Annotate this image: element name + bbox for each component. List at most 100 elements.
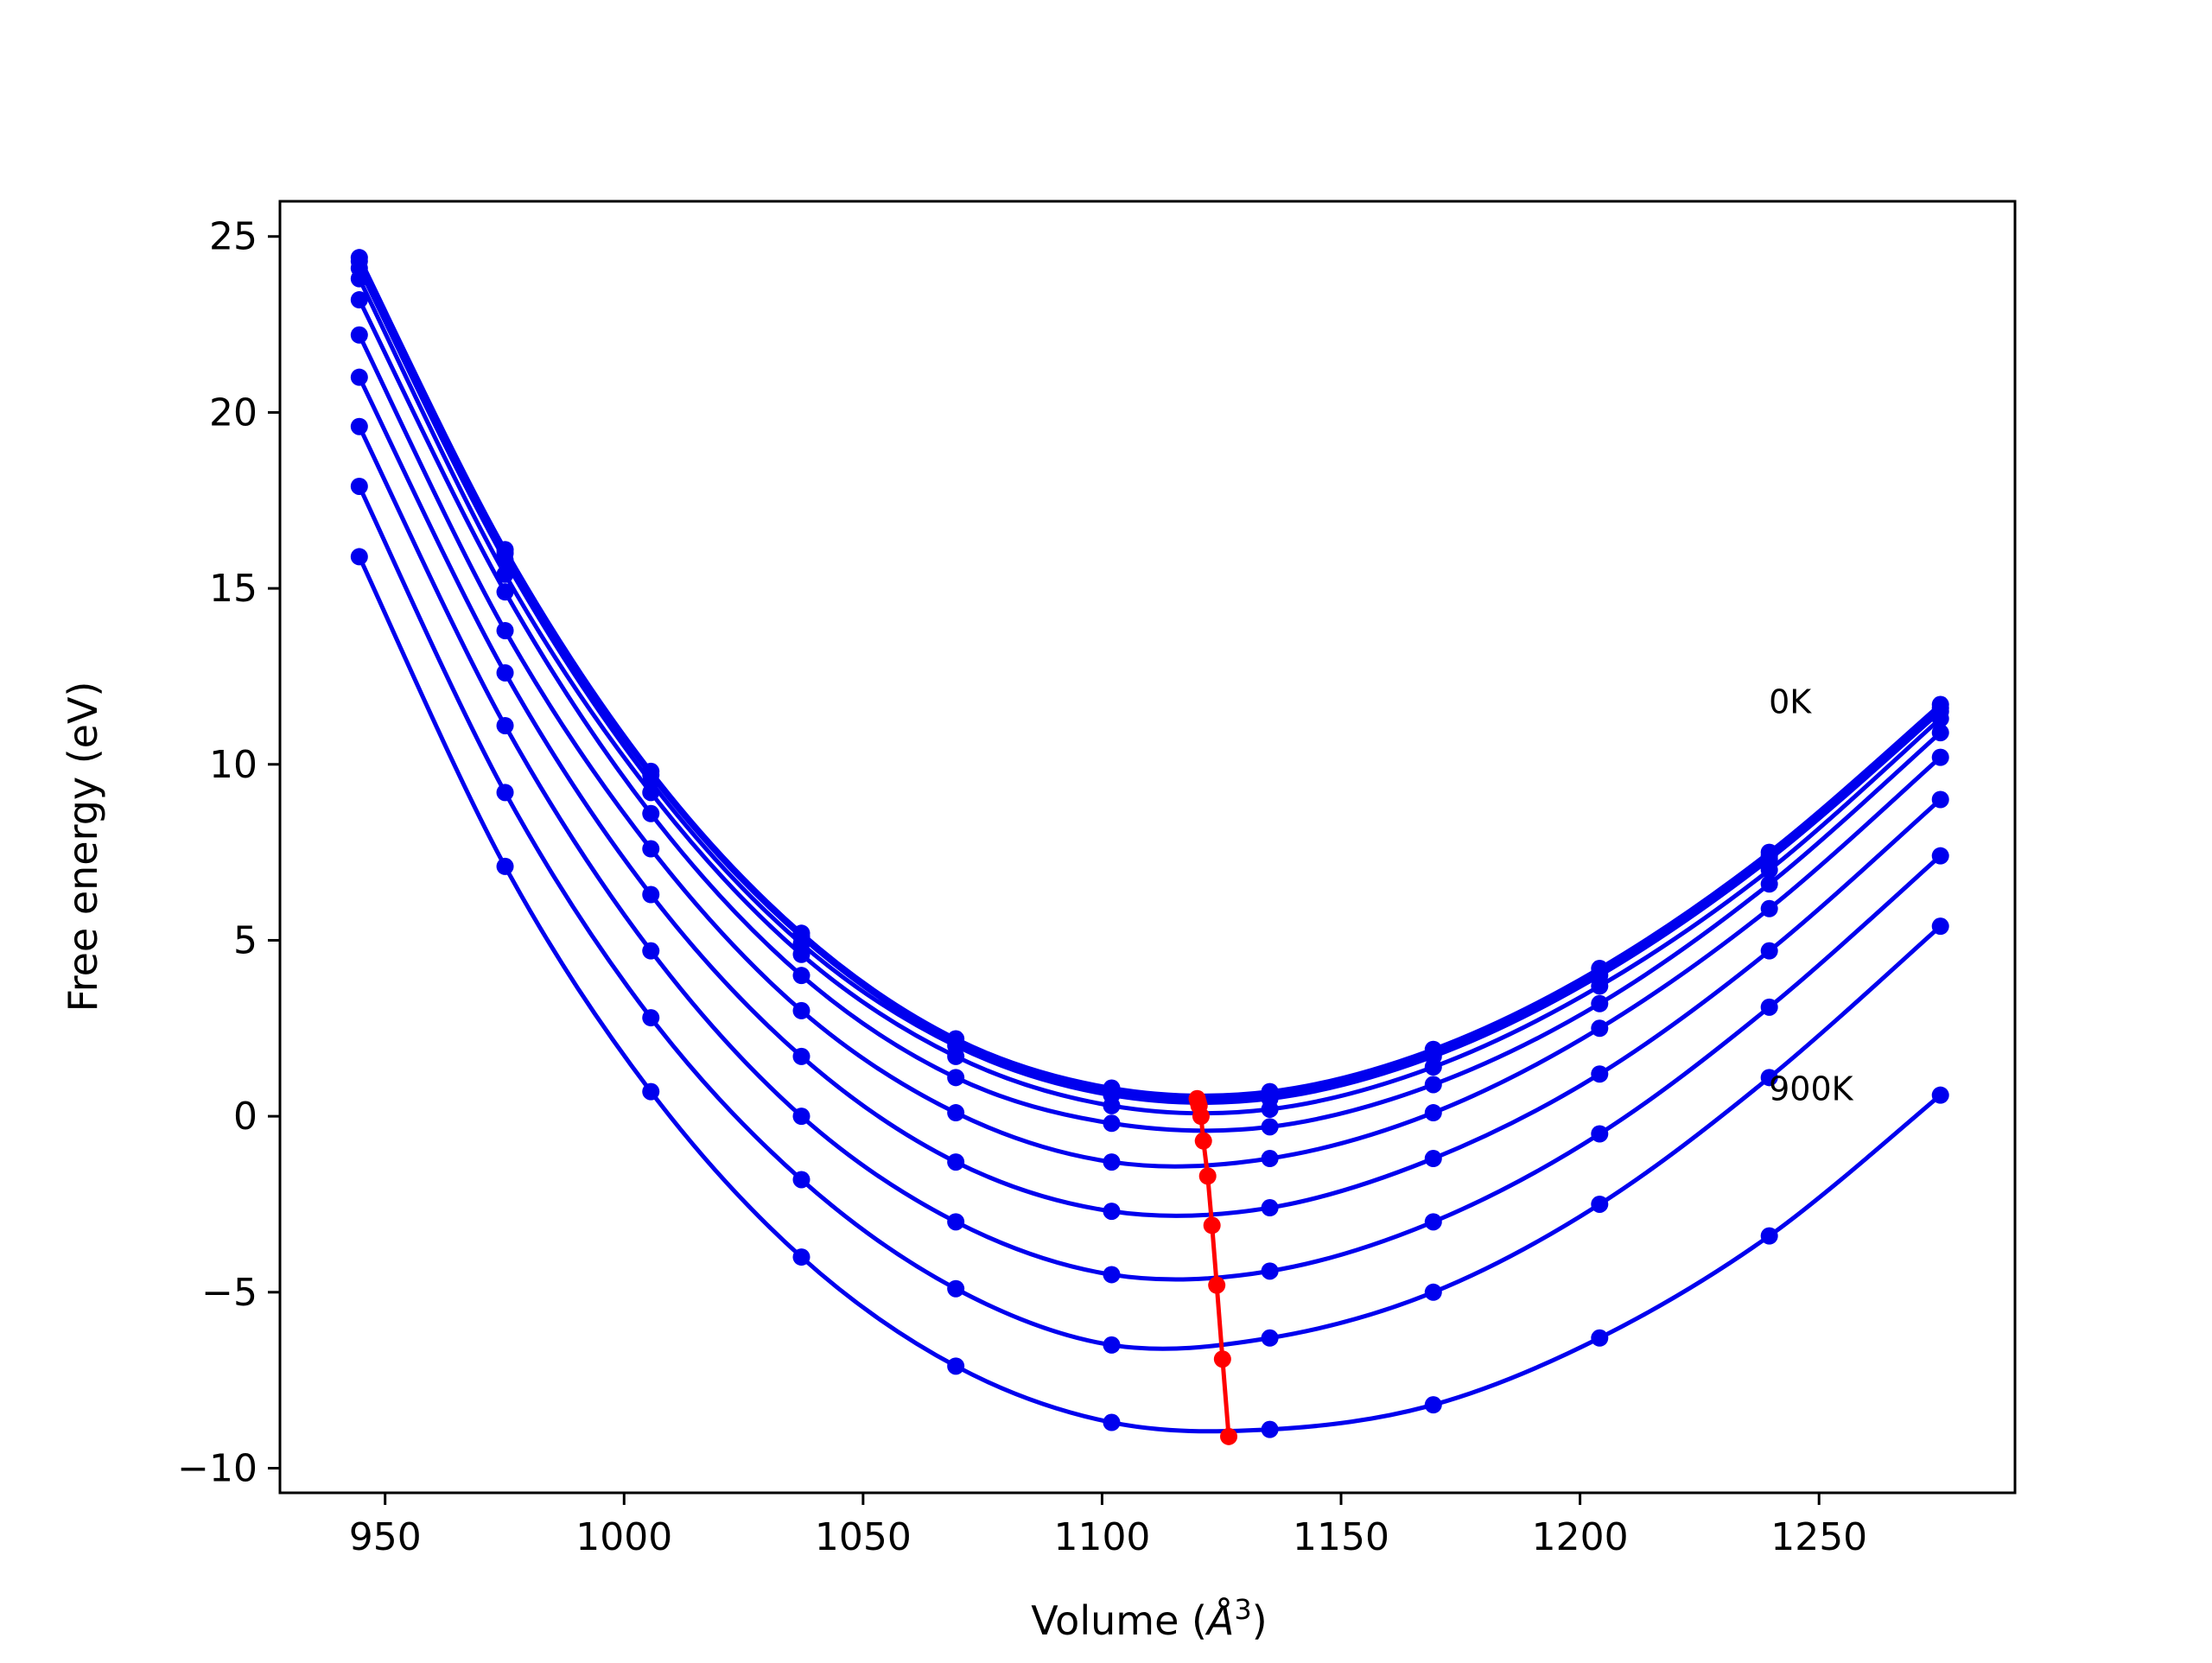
series-8-point-6: [1261, 1329, 1279, 1347]
series-8-point-7: [1424, 1283, 1442, 1301]
series-8-point-3: [792, 1171, 810, 1189]
series-8-point-9: [1760, 1069, 1778, 1087]
series-8-point-1: [496, 784, 514, 802]
x-tick-label-1: 1000: [575, 1515, 672, 1559]
series-4-point-3: [792, 967, 810, 985]
series-6-point-3: [792, 1047, 810, 1065]
series-5-point-5: [1103, 1153, 1121, 1171]
axes: 950 1000 1050 1100 1150 1200 1250 −10 −5 0 5 10 15 20…: [177, 200, 2017, 1559]
series-7-point-8: [1591, 1125, 1609, 1143]
series-5-point-9: [1760, 899, 1778, 917]
x-axis-label: Volume (Å3): [1031, 1593, 1267, 1644]
x-tick-label-2: 1050: [815, 1515, 912, 1559]
series-4-point-6: [1261, 1118, 1279, 1136]
series-3-point-6: [1261, 1100, 1279, 1118]
y-tick-label-3: 5: [233, 918, 257, 962]
series-8-point-2: [642, 1009, 660, 1027]
series-8-point-10: [1931, 917, 1949, 936]
series-9-point-5: [1103, 1413, 1121, 1431]
minima-point-4: [1194, 1132, 1212, 1150]
series-7-point-9: [1760, 998, 1778, 1016]
series-8-point-5: [1103, 1336, 1121, 1354]
series-8-line: [357, 485, 1942, 1351]
series-7-point-4: [947, 1213, 965, 1231]
series-5-point-6: [1261, 1150, 1279, 1168]
y-tick-label-0: −10: [177, 1446, 257, 1490]
series-7-point-6: [1261, 1262, 1279, 1280]
y-tick-label-6: 20: [209, 390, 257, 435]
series-1-line: [357, 260, 1942, 1101]
series-9-line: [357, 555, 1942, 1434]
series-5-point-1: [496, 621, 514, 639]
series-6-point-10: [1931, 790, 1949, 809]
series-5-point-10: [1931, 748, 1949, 766]
series-3-point-8: [1591, 977, 1609, 995]
y-tick-label-7: 25: [209, 215, 257, 259]
series-3-point-9: [1760, 860, 1778, 879]
series-6-point-0: [350, 368, 368, 386]
series-4-line: [357, 298, 1942, 1133]
series-9-point-2: [642, 1082, 660, 1101]
series-9-point-3: [792, 1248, 810, 1266]
x-tick-label-6: 1250: [1770, 1515, 1867, 1559]
series-6-point-6: [1261, 1199, 1279, 1217]
series-5-line: [357, 333, 1942, 1169]
x-tick-label-0: 950: [349, 1515, 422, 1559]
y-tick-label-5: 15: [209, 567, 257, 611]
series-4-point-9: [1760, 875, 1778, 893]
series-2-line: [357, 267, 1942, 1105]
series-4-point-4: [947, 1069, 965, 1087]
series-8-point-4: [947, 1279, 965, 1298]
series-9-point-1: [496, 857, 514, 875]
x-axis-label-unit: Å: [1205, 1597, 1234, 1644]
axes-frame: [278, 200, 2017, 1495]
series-6-line: [357, 376, 1942, 1218]
minima-point-5: [1198, 1167, 1217, 1185]
series-4-point-1: [496, 583, 514, 601]
series-7-point-1: [496, 716, 514, 734]
y-axis-label: Free energy (eV): [60, 682, 106, 1012]
series-7-point-5: [1103, 1266, 1121, 1284]
x-axis-label-superscript: 3: [1234, 1593, 1251, 1626]
series-7-point-0: [350, 417, 368, 435]
series-3-point-7: [1424, 1058, 1442, 1076]
annotation-0k: 0K: [1769, 682, 1812, 720]
y-tick-label-4: 10: [209, 743, 257, 787]
series-3-point-3: [792, 945, 810, 963]
series-9-point-0: [350, 548, 368, 566]
series-7-point-2: [642, 942, 660, 960]
x-axis-label-text: Volume (: [1031, 1597, 1207, 1644]
series-3-point-2: [642, 784, 660, 802]
series-8-point-0: [350, 477, 368, 495]
plot-area: [350, 249, 1949, 1445]
x-tick-label-4: 1150: [1293, 1515, 1389, 1559]
minima-point-8: [1213, 1350, 1231, 1368]
series-4-point-0: [350, 291, 368, 309]
series-5-point-3: [792, 1001, 810, 1019]
series-9-point-8: [1591, 1329, 1609, 1347]
series-7-point-7: [1424, 1213, 1442, 1231]
y-tick-label-1: −5: [201, 1271, 257, 1315]
x-tick-label-5: 1200: [1532, 1515, 1629, 1559]
series-5-point-2: [642, 840, 660, 858]
series-5-point-8: [1591, 1019, 1609, 1038]
series-6-point-2: [642, 885, 660, 904]
series-9-point-6: [1261, 1420, 1279, 1438]
series-4-point-8: [1591, 994, 1609, 1012]
annotations: 0K 900K: [1769, 682, 1854, 1108]
series-6-point-4: [947, 1153, 965, 1171]
series-7-point-10: [1931, 847, 1949, 865]
x-tick-label-3: 1100: [1053, 1515, 1150, 1559]
series-4-point-5: [1103, 1114, 1121, 1133]
series-3-line: [357, 277, 1942, 1116]
series-5-point-0: [350, 326, 368, 344]
series-3-point-4: [947, 1047, 965, 1065]
series-9-point-10: [1931, 1086, 1949, 1104]
series-3-point-0: [350, 270, 368, 288]
series-3-point-5: [1103, 1096, 1121, 1114]
annotation-900k: 900K: [1769, 1070, 1854, 1108]
series-7-line: [357, 425, 1942, 1282]
minima-point-6: [1203, 1216, 1221, 1235]
x-axis-label-close: ): [1252, 1597, 1268, 1644]
